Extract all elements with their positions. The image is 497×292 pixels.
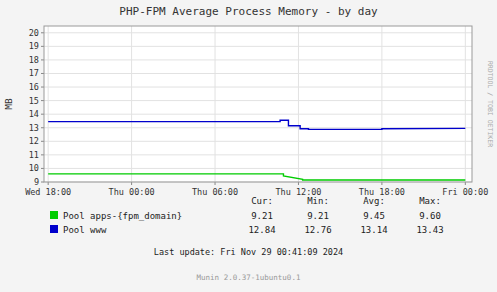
grid-line <box>44 87 472 88</box>
grid-line <box>465 26 466 182</box>
watermark: RRDTOOL / TOBI OETIKER <box>486 61 494 147</box>
tick-label: 14 <box>29 109 39 119</box>
grid-line <box>44 141 472 142</box>
stats-value: 12.76 <box>304 225 331 235</box>
stats-header: Min: <box>307 196 329 206</box>
background <box>0 0 497 292</box>
stats-value: 9.21 <box>251 211 273 221</box>
tick-label: 13 <box>29 123 39 133</box>
tick-label: Fri 00:00 <box>442 187 488 197</box>
stats-value: 9.60 <box>419 211 441 221</box>
tick-label: Thu 06:00 <box>192 187 238 197</box>
grid-line <box>44 32 472 33</box>
stats-header: Max: <box>419 196 441 206</box>
stats-header: Cur: <box>251 196 273 206</box>
grid-line <box>44 154 472 155</box>
tick-label: 20 <box>29 28 39 38</box>
footer: Last update: Fri Nov 29 00:41:09 2024 <box>154 247 343 257</box>
stats-value: 9.45 <box>363 211 385 221</box>
tick-label: 12 <box>29 136 39 146</box>
tick-label: 16 <box>29 82 39 92</box>
grid-line <box>131 26 132 182</box>
grid-line <box>44 168 472 169</box>
grid-line <box>44 73 472 74</box>
grid-line <box>298 26 299 182</box>
stats-value: 13.14 <box>360 225 387 235</box>
tick-label: 15 <box>29 96 39 106</box>
tick-label: 17 <box>29 68 39 78</box>
plot-area <box>44 26 472 182</box>
grid-line <box>48 26 49 182</box>
legend-label: Pool www <box>63 225 107 235</box>
grid-line <box>215 26 216 182</box>
grid-line <box>381 26 382 182</box>
stats-value: 12.84 <box>248 225 275 235</box>
grid-line <box>44 100 472 101</box>
series-lines <box>48 120 465 180</box>
tick-label: 18 <box>29 55 39 65</box>
tick-label: 19 <box>29 41 39 51</box>
grid-line <box>44 59 472 60</box>
axes: 9 10 11 12 13 14 15 16 17 18 19 20 Wed 18:00 Thu 00:0… <box>25 28 488 197</box>
plot-frame <box>44 26 472 182</box>
tick-label: 9 <box>34 177 39 187</box>
legend-swatch <box>50 225 58 233</box>
tick-label: 10 <box>29 163 39 173</box>
series-line <box>48 174 465 180</box>
stats-header: Avg: <box>363 196 385 206</box>
legend: Cur: Min: Avg: Max: Pool apps-{fpm_domain} 9.… <box>50 196 444 235</box>
chart: PHP-FPM Average Process Memory - by day 9… <box>0 0 497 292</box>
grid <box>44 26 472 182</box>
grid-line <box>44 46 472 47</box>
legend-swatch <box>50 211 58 219</box>
version: Munin 2.0.37-1ubuntu0.1 <box>197 273 301 282</box>
grid-line <box>44 114 472 115</box>
title: PHP-FPM Average Process Memory - by day <box>119 5 378 18</box>
stats-value: 9.21 <box>307 211 329 221</box>
axis-label: MB <box>3 98 14 110</box>
series-line <box>48 120 465 129</box>
tick-label: 11 <box>29 150 39 160</box>
tick-label: Wed 18:00 <box>25 187 71 197</box>
legend-label: Pool apps-{fpm_domain} <box>63 211 182 221</box>
tick-label: Thu 00:00 <box>109 187 155 197</box>
stats-value: 13.43 <box>416 225 443 235</box>
